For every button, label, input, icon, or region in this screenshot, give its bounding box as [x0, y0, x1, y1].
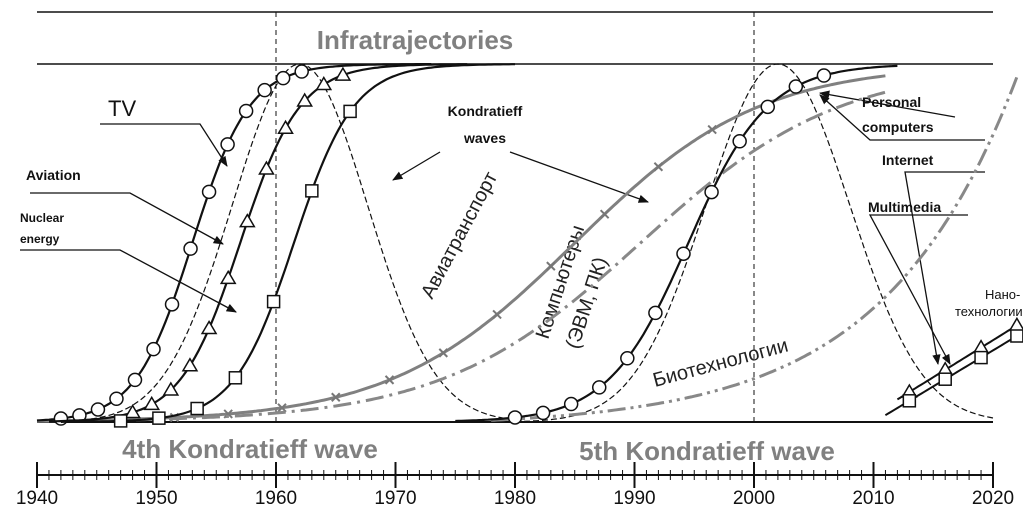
marker [331, 392, 341, 402]
marker [53, 411, 69, 426]
label: Internet [882, 152, 934, 168]
curve [36, 62, 432, 422]
marker [220, 137, 235, 152]
marker [492, 309, 502, 320]
marker [1010, 329, 1023, 343]
marker [275, 70, 291, 86]
marker [200, 320, 218, 335]
curve [491, 76, 1019, 422]
label: energy [20, 232, 60, 246]
marker [277, 403, 287, 413]
marker [972, 339, 990, 354]
marker [183, 241, 198, 256]
marker [258, 160, 275, 175]
marker [507, 410, 523, 425]
label: технологии [955, 304, 1023, 319]
marker [113, 414, 128, 428]
marker [109, 391, 124, 406]
marker [1008, 316, 1023, 332]
marker [315, 76, 333, 91]
wave-label: 5th Kondratieff wave [579, 436, 835, 466]
label: Авиатранспорт [417, 168, 502, 302]
marker [334, 66, 352, 81]
x-tick-label: 1980 [494, 488, 536, 509]
marker [90, 402, 106, 417]
marker [238, 103, 254, 119]
marker [257, 82, 272, 98]
x-tick-label: 2020 [972, 488, 1014, 509]
x-tick-label: 1950 [135, 488, 177, 509]
label: Нано- [985, 287, 1020, 302]
marker [732, 134, 747, 149]
marker [974, 350, 988, 365]
curve [514, 63, 994, 423]
label: TV [108, 96, 136, 121]
marker [162, 381, 180, 396]
marker [938, 372, 952, 386]
marker [201, 184, 217, 200]
marker [239, 213, 256, 228]
label: computers [862, 119, 934, 135]
marker [902, 394, 917, 408]
x-tick-label: 2010 [852, 488, 894, 509]
marker [305, 184, 319, 198]
marker [676, 246, 691, 261]
x-tick-label: 2000 [733, 488, 775, 509]
title: Infratrajectories [317, 25, 514, 55]
marker [704, 184, 719, 200]
marker [223, 409, 233, 419]
marker [816, 68, 832, 83]
curve [896, 324, 1018, 401]
marker [648, 305, 663, 321]
curve [36, 90, 886, 423]
x-tick-label: 1940 [16, 488, 58, 509]
marker [535, 405, 551, 421]
label: Personal [862, 94, 921, 110]
marker [219, 269, 237, 285]
marker [164, 297, 180, 312]
marker [190, 401, 204, 416]
label: Nuclear [20, 211, 64, 225]
curve [37, 63, 516, 423]
label: Aviation [26, 167, 81, 183]
marker [384, 375, 395, 385]
marker [599, 209, 610, 219]
marker [591, 380, 607, 395]
marker [438, 348, 449, 358]
label: waves [463, 130, 506, 146]
marker [228, 371, 243, 385]
marker [181, 357, 199, 372]
curve [60, 63, 515, 423]
marker [294, 64, 309, 79]
marker [152, 411, 166, 425]
marker [277, 119, 294, 134]
marker [124, 403, 141, 419]
marker [563, 396, 579, 412]
wave-label: 4th Kondratieff wave [122, 434, 378, 464]
marker [127, 372, 143, 388]
marker [788, 79, 804, 94]
marker [707, 124, 717, 135]
label: Биотехнологии [651, 335, 791, 392]
marker [266, 294, 281, 309]
x-tick-label: 1970 [374, 488, 416, 509]
marker [143, 395, 161, 411]
marker [620, 351, 635, 366]
marker [343, 104, 357, 119]
marker [546, 261, 556, 271]
marker [653, 162, 664, 172]
x-tick-label: 1990 [613, 488, 655, 509]
label: Kondratieff [448, 103, 523, 119]
marker [296, 92, 313, 107]
marker [760, 99, 775, 115]
label: Multimedia [868, 199, 941, 215]
marker [146, 341, 161, 357]
x-tick-label: 1960 [255, 488, 297, 509]
